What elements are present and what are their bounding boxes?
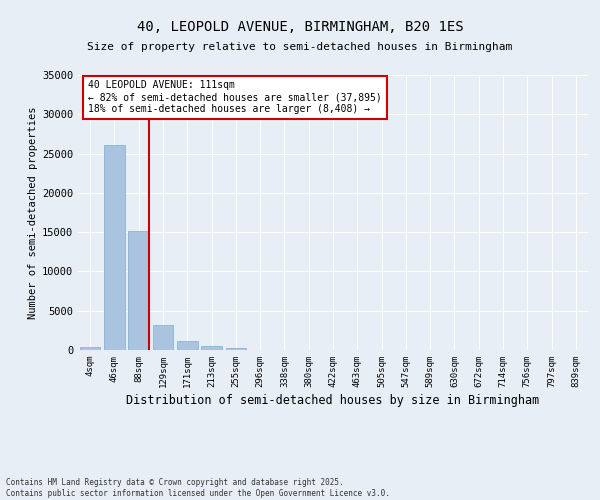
Bar bbox=[128, 232, 149, 350]
Bar bbox=[201, 346, 222, 350]
Text: 40 LEOPOLD AVENUE: 111sqm
← 82% of semi-detached houses are smaller (37,895)
18%: 40 LEOPOLD AVENUE: 111sqm ← 82% of semi-… bbox=[88, 80, 382, 114]
Bar bbox=[226, 348, 246, 350]
Bar bbox=[80, 348, 100, 350]
Bar bbox=[177, 340, 197, 350]
X-axis label: Distribution of semi-detached houses by size in Birmingham: Distribution of semi-detached houses by … bbox=[127, 394, 539, 407]
Text: Size of property relative to semi-detached houses in Birmingham: Size of property relative to semi-detach… bbox=[88, 42, 512, 52]
Bar bbox=[104, 145, 125, 350]
Text: 40, LEOPOLD AVENUE, BIRMINGHAM, B20 1ES: 40, LEOPOLD AVENUE, BIRMINGHAM, B20 1ES bbox=[137, 20, 463, 34]
Bar bbox=[152, 325, 173, 350]
Text: Contains HM Land Registry data © Crown copyright and database right 2025.
Contai: Contains HM Land Registry data © Crown c… bbox=[6, 478, 390, 498]
Y-axis label: Number of semi-detached properties: Number of semi-detached properties bbox=[28, 106, 38, 319]
